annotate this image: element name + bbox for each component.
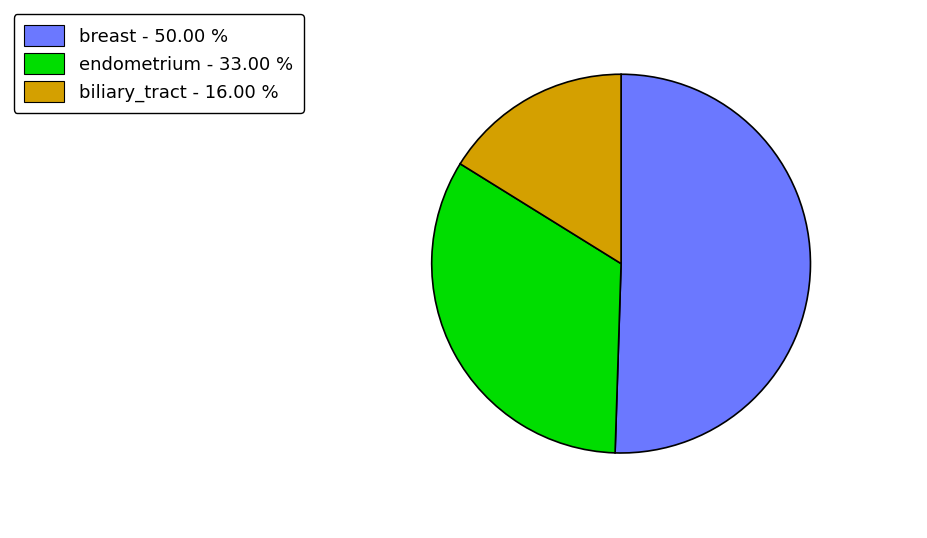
Legend: breast - 50.00 %, endometrium - 33.00 %, biliary_tract - 16.00 %: breast - 50.00 %, endometrium - 33.00 %,…	[14, 15, 304, 113]
Wedge shape	[432, 164, 621, 453]
Wedge shape	[460, 74, 621, 264]
Wedge shape	[616, 74, 810, 453]
